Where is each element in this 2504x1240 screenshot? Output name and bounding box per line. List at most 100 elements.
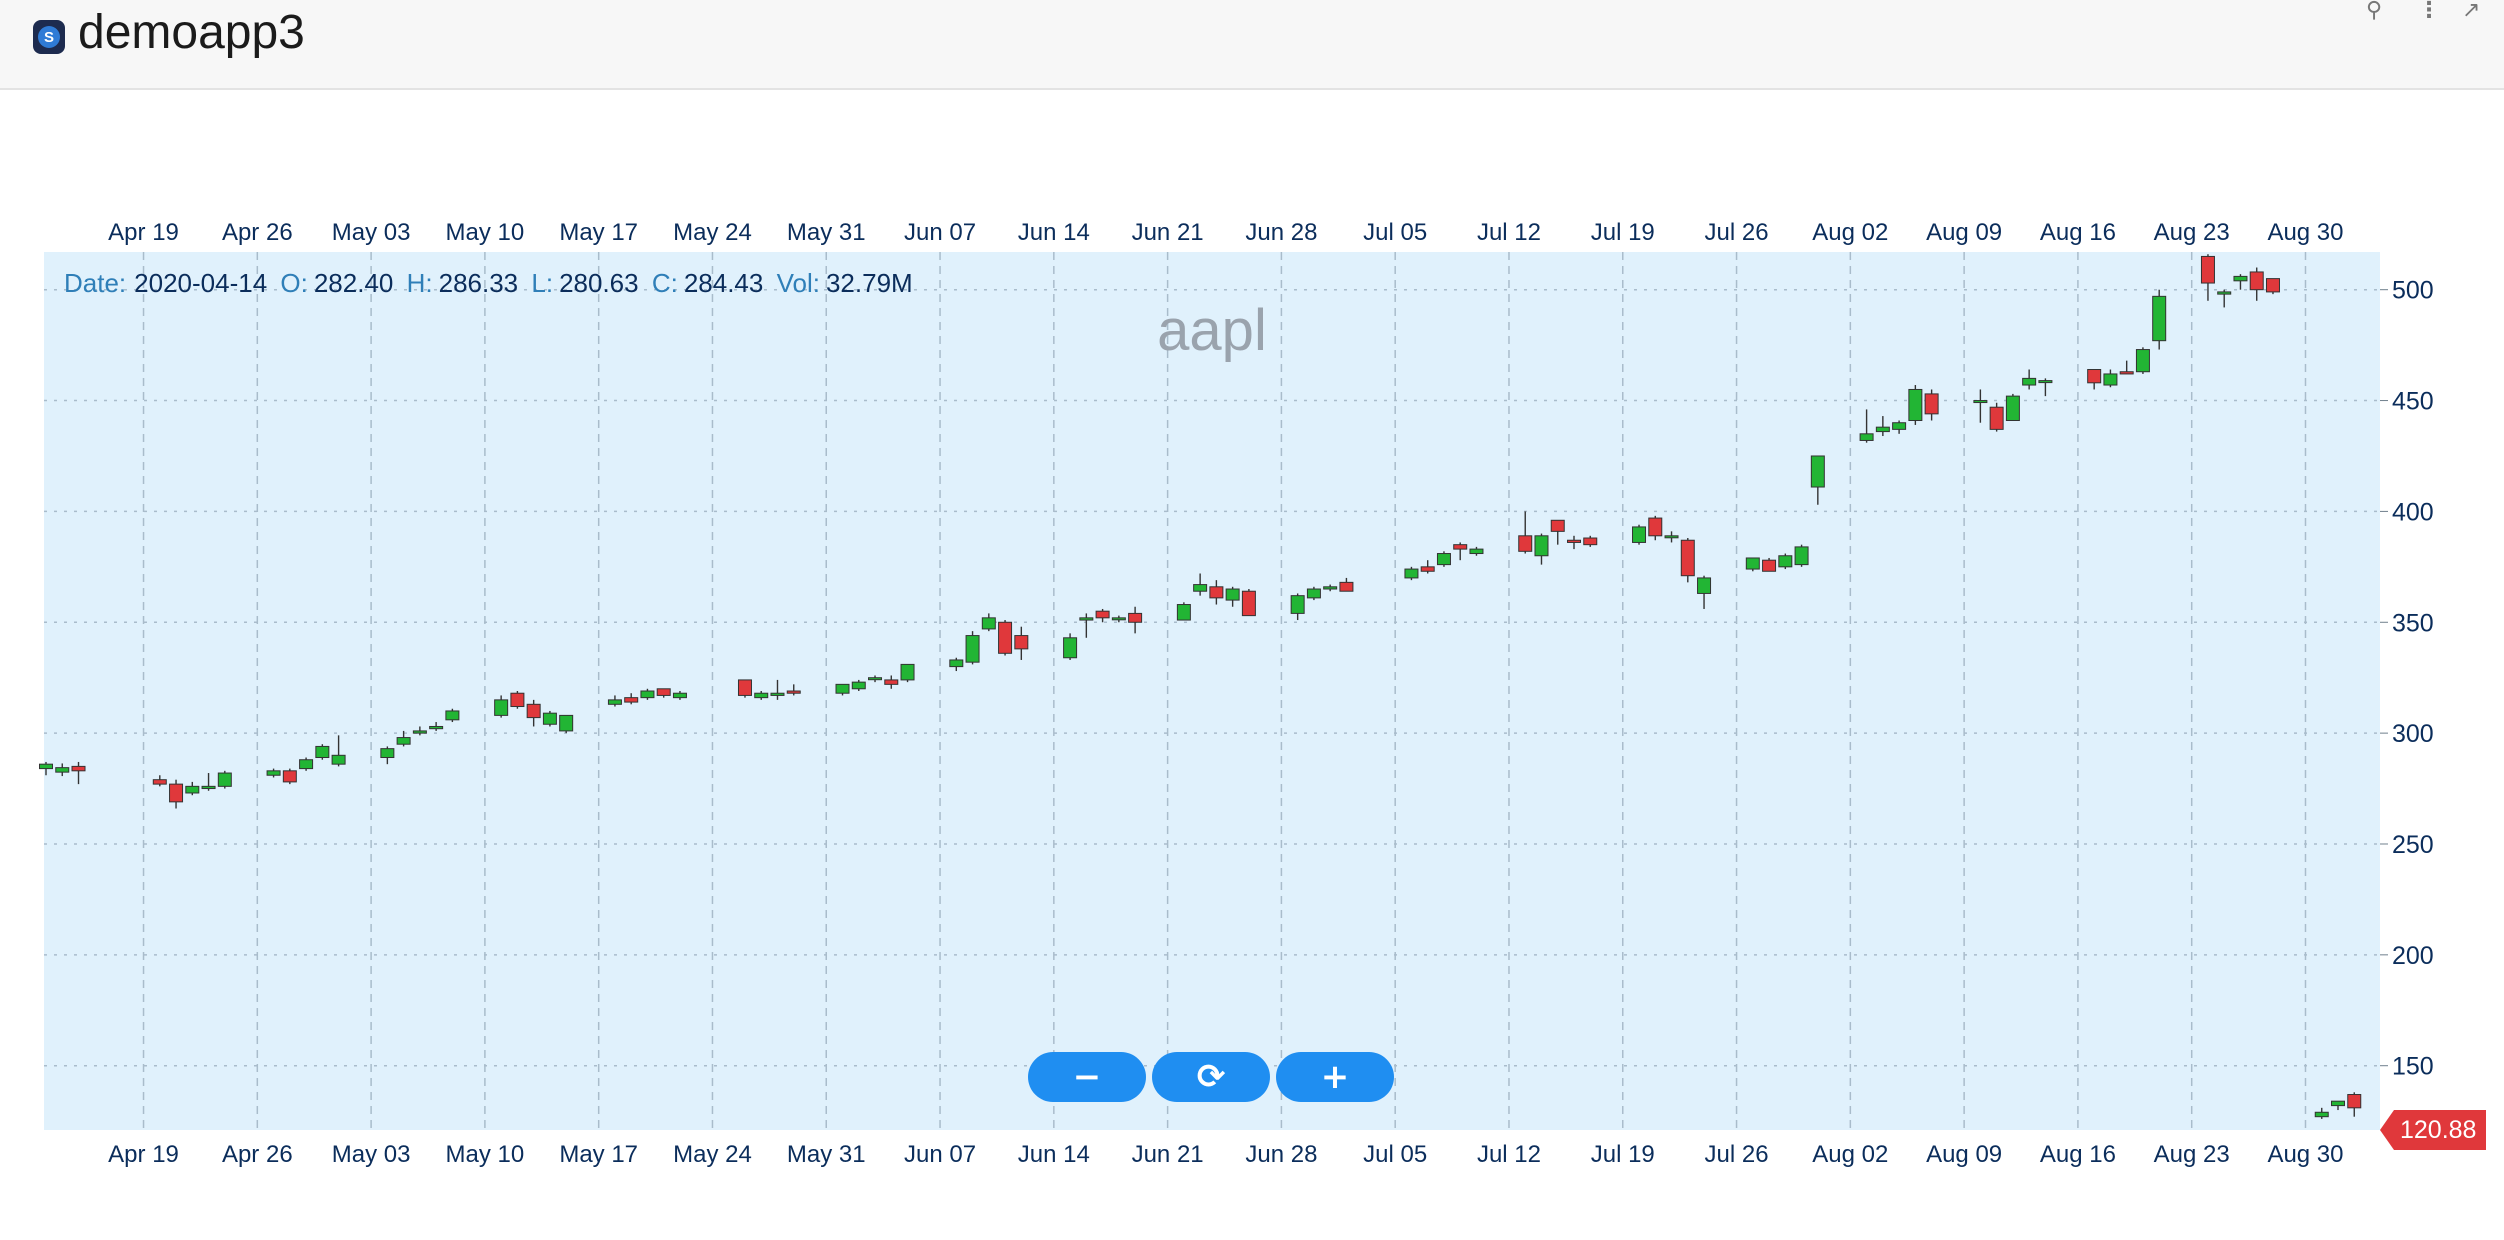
candle (1583, 535, 1598, 547)
app-header: S demoapp3 ⚲ ⋮ ↗ (0, 0, 2504, 90)
zoom-controls: − ⟳ + (1028, 1052, 1394, 1102)
candle-body (2152, 295, 2167, 342)
candle (429, 722, 444, 731)
close-label: C: (652, 268, 678, 298)
close-value: 284.43 (684, 268, 764, 298)
open-external-icon[interactable]: ↗ (2462, 0, 2481, 22)
date-value: 2020-04-14 (134, 268, 267, 298)
candle-body (1063, 637, 1078, 659)
candle (412, 726, 427, 736)
candle (526, 699, 541, 727)
candle-body (1193, 584, 1208, 592)
candle (152, 775, 167, 787)
candle (1648, 515, 1663, 541)
candle-body (1989, 406, 2004, 430)
y-tick-label: 400 (2392, 498, 2434, 526)
candle (1632, 524, 1647, 545)
x-tick-label-bottom: Jun 07 (904, 1141, 976, 1168)
date-label: Date: (64, 268, 126, 298)
candle (2200, 254, 2215, 301)
candle (1436, 551, 1451, 567)
candle (884, 675, 899, 689)
x-tick-label-bottom: Aug 16 (2040, 1141, 2116, 1168)
candle-body (1241, 590, 1256, 617)
candle (315, 744, 330, 760)
candle-body (1973, 400, 1988, 404)
candle-body (2347, 1094, 2362, 1109)
candle (786, 684, 801, 696)
candle (185, 781, 200, 796)
candle-body (998, 621, 1013, 654)
candle-body (2022, 377, 2037, 386)
y-tick-label: 250 (2392, 831, 2434, 859)
volume-label: Vol: (777, 268, 820, 298)
x-tick-label-top: May 17 (559, 219, 638, 246)
candle-body (380, 748, 395, 759)
candle-body (672, 692, 687, 699)
candle (770, 679, 785, 700)
x-tick-label-top: Jul 12 (1477, 219, 1541, 246)
candle (1518, 511, 1533, 554)
candle-body (315, 745, 330, 759)
candle (542, 710, 557, 727)
candle (1875, 416, 1890, 437)
candle-body (1111, 617, 1126, 621)
candle (672, 691, 687, 700)
candle-body (1892, 422, 1907, 430)
candle-body (1323, 586, 1338, 590)
candle-body (1534, 535, 1549, 557)
open-value: 282.40 (314, 268, 394, 298)
candle-body (1908, 388, 1923, 422)
x-axis-top: Apr 19 Apr 26 May 03 May 10 May 17 May 24 May … (108, 219, 2343, 246)
candle (1420, 560, 1435, 574)
candle-body (607, 699, 622, 705)
candle-body (1648, 517, 1663, 537)
candle-body (2217, 291, 2232, 295)
candle-body (1436, 553, 1451, 566)
candle-body (1453, 544, 1468, 550)
candle (1989, 402, 2004, 432)
x-tick-label-top: Jun 07 (904, 219, 976, 246)
x-tick-label-bottom: Jun 14 (1018, 1141, 1090, 1168)
y-axis-right: 150 200 250 300 350 400 450 500 (2380, 277, 2434, 1081)
candle-body (2249, 271, 2264, 291)
plot-area[interactable] (44, 252, 2380, 1130)
x-tick-label-bottom: May 24 (673, 1141, 752, 1168)
candle (2103, 369, 2118, 388)
low-value: 280.63 (559, 268, 639, 298)
candle (1290, 593, 1305, 621)
x-tick-label-top: Apr 19 (108, 219, 179, 246)
candle (2022, 369, 2037, 390)
candle (1778, 553, 1793, 570)
pin-icon[interactable]: ⚲ (2366, 0, 2383, 22)
candle (494, 695, 509, 718)
candle (1128, 606, 1143, 634)
reset-zoom-button[interactable]: ⟳ (1152, 1052, 1270, 1102)
zoom-in-button[interactable]: + (1276, 1052, 1394, 1102)
candle (1859, 409, 1874, 443)
candle (282, 768, 297, 785)
x-tick-label-bottom: Jul 05 (1363, 1141, 1427, 1168)
more-vertical-icon[interactable]: ⋮ (2418, 0, 2440, 22)
candle-body (1290, 595, 1305, 614)
candle (851, 679, 866, 691)
y-tick-label: 350 (2392, 609, 2434, 637)
candle-body (1778, 555, 1793, 568)
candle-body (2314, 1111, 2329, 1118)
candle (1973, 389, 1988, 423)
x-tick-label-bottom: Jul 26 (1705, 1141, 1769, 1168)
candle-body (640, 690, 655, 699)
x-tick-label-top: May 31 (787, 219, 866, 246)
x-tick-label-top: Aug 16 (2040, 219, 2116, 246)
candle (868, 675, 883, 683)
candle (2233, 274, 2248, 290)
candle-body (656, 688, 671, 696)
candle-body (981, 617, 996, 630)
candle (1810, 455, 1825, 505)
candle (1079, 613, 1094, 638)
zoom-out-button[interactable]: − (1028, 1052, 1146, 1102)
candle-body (429, 725, 444, 730)
y-tick-label: 200 (2392, 942, 2434, 970)
x-tick-label-top: Jul 05 (1363, 219, 1427, 246)
